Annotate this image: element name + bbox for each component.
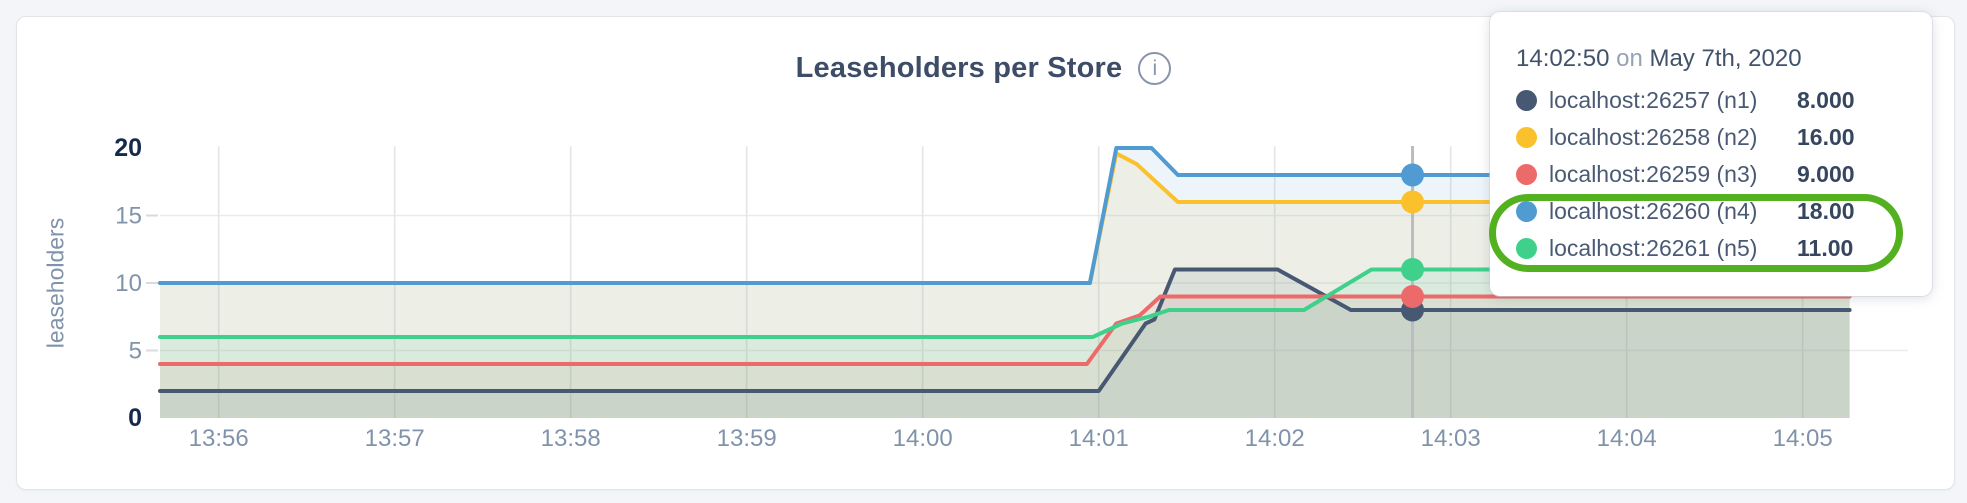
series-name: localhost:26260 (n4) — [1549, 198, 1758, 224]
series-name: localhost:26259 (n3) — [1549, 161, 1758, 187]
annotation-highlight-ring — [1489, 194, 1903, 272]
info-icon[interactable]: i — [1138, 52, 1172, 85]
y-tick-label: 0 — [128, 404, 142, 432]
chart-header: Leaseholders per Store i — [0, 52, 1967, 85]
y-tick-label: 10 — [115, 270, 142, 297]
series-line-n4 — [158, 146, 1852, 285]
series-area-n1 — [160, 269, 1850, 418]
x-tick-label: 14:02 — [1245, 425, 1305, 452]
tooltip-time: 14:02:50 — [1516, 45, 1610, 72]
x-tick-label: 14:05 — [1773, 425, 1833, 452]
series-area-n2 — [160, 153, 1850, 418]
y-axis-label: leaseholders — [42, 217, 69, 349]
series-value: 18.00 — [1797, 198, 1855, 224]
series-line-n1 — [158, 267, 1852, 393]
series-name: localhost:26261 (n5) — [1549, 235, 1758, 261]
x-tick-label: 13:57 — [365, 425, 425, 452]
x-tick-label: 14:03 — [1421, 425, 1481, 452]
chart-title: Leaseholders per Store — [795, 52, 1123, 84]
tooltip-legend-row: localhost:26259 (n3) 9.000 — [1516, 156, 1908, 193]
hover-dot-n5 — [1401, 258, 1425, 281]
series-value: 9.000 — [1797, 161, 1855, 187]
series-name: localhost:26257 (n1) — [1549, 87, 1758, 113]
x-tick-label: 13:58 — [541, 425, 601, 452]
tooltip-on-word: on — [1616, 45, 1643, 72]
hover-dot-n4 — [1401, 163, 1425, 187]
tooltip-legend-row: localhost:26257 (n1) 8.000 — [1516, 82, 1908, 119]
series-area-n5 — [160, 269, 1850, 418]
x-tick-label: 14:04 — [1597, 425, 1657, 452]
y-tick-label: 5 — [129, 338, 142, 365]
info-icon-glyph: i — [1152, 57, 1158, 80]
series-color-dot-icon — [1516, 127, 1537, 148]
hover-dot-n3 — [1401, 285, 1425, 308]
tooltip-legend-row: localhost:26261 (n5) 11.00 — [1516, 230, 1908, 267]
y-tick-label: 20 — [114, 134, 142, 162]
series-color-dot-icon — [1516, 90, 1537, 111]
x-tick-label: 13:59 — [717, 425, 777, 452]
x-tick-label: 14:00 — [893, 425, 953, 452]
tooltip-date: May 7th, 2020 — [1649, 45, 1802, 72]
series-name: localhost:26258 (n2) — [1549, 124, 1758, 150]
series-area-n3 — [160, 296, 1850, 418]
series-line-n3 — [158, 294, 1852, 366]
x-tick-label: 14:01 — [1069, 425, 1129, 452]
series-value: 11.00 — [1797, 235, 1854, 261]
tooltip-timestamp: 14:02:50 on May 7th, 2020 — [1516, 44, 1908, 74]
series-value: 16.00 — [1797, 124, 1855, 150]
x-tick-label: 13:56 — [189, 425, 249, 452]
hover-dot-n2 — [1401, 190, 1425, 214]
y-tick-label: 15 — [115, 203, 142, 230]
tooltip-legend-row: localhost:26258 (n2) 16.00 — [1516, 119, 1908, 156]
series-line-n5 — [158, 267, 1852, 339]
series-color-dot-icon — [1516, 164, 1537, 185]
series-value: 8.000 — [1797, 87, 1855, 113]
